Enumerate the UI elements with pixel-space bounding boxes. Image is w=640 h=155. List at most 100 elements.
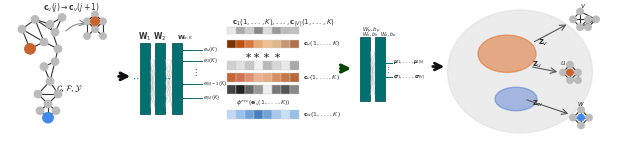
FancyBboxPatch shape <box>236 85 245 94</box>
Text: $\mathbf{z}_u$: $\mathbf{z}_u$ <box>532 60 542 70</box>
FancyBboxPatch shape <box>172 43 182 114</box>
Circle shape <box>40 63 48 71</box>
Circle shape <box>92 11 99 18</box>
FancyBboxPatch shape <box>263 40 272 48</box>
Circle shape <box>99 33 106 40</box>
Text: $e_u(K)$: $e_u(K)$ <box>203 45 218 54</box>
FancyBboxPatch shape <box>236 40 245 48</box>
Ellipse shape <box>495 87 537 111</box>
Circle shape <box>36 107 44 115</box>
Text: $v$: $v$ <box>580 2 586 10</box>
Circle shape <box>584 24 591 31</box>
Text: $\mathbf{W}_{a,K}$: $\mathbf{W}_{a,K}$ <box>177 34 195 42</box>
Circle shape <box>99 18 106 25</box>
FancyBboxPatch shape <box>236 110 245 119</box>
FancyBboxPatch shape <box>254 40 263 48</box>
FancyBboxPatch shape <box>272 73 281 82</box>
FancyBboxPatch shape <box>245 40 254 48</box>
FancyBboxPatch shape <box>245 27 254 34</box>
FancyBboxPatch shape <box>290 61 299 70</box>
FancyBboxPatch shape <box>281 110 290 119</box>
Circle shape <box>570 114 577 121</box>
Text: $W_\mu, b_\mu$: $W_\mu, b_\mu$ <box>362 26 381 36</box>
Ellipse shape <box>447 10 593 133</box>
FancyBboxPatch shape <box>263 61 272 70</box>
Text: $\mathcal{G}, \mathcal{F}, \mathcal{Y}$: $\mathcal{G}, \mathcal{F}, \mathcal{Y}$ <box>56 83 84 94</box>
FancyBboxPatch shape <box>140 43 150 114</box>
Circle shape <box>566 69 573 76</box>
FancyBboxPatch shape <box>290 110 299 119</box>
FancyBboxPatch shape <box>281 61 290 70</box>
FancyBboxPatch shape <box>375 37 385 101</box>
FancyBboxPatch shape <box>281 27 290 34</box>
Text: $\mathbf{z}_w$: $\mathbf{z}_w$ <box>532 99 544 109</box>
FancyBboxPatch shape <box>227 85 236 94</box>
Circle shape <box>40 38 48 46</box>
Text: $v$: $v$ <box>92 18 98 25</box>
Text: $e_2(K)$: $e_2(K)$ <box>203 56 218 65</box>
Text: $W_h, b_h$  $W_\sigma, b_\sigma$: $W_h, b_h$ $W_\sigma, b_\sigma$ <box>362 30 397 39</box>
FancyBboxPatch shape <box>254 110 263 119</box>
Circle shape <box>577 122 584 129</box>
Circle shape <box>577 8 584 15</box>
Circle shape <box>559 69 566 76</box>
FancyBboxPatch shape <box>272 40 281 48</box>
Text: $w$: $w$ <box>577 100 585 108</box>
Circle shape <box>575 69 582 76</box>
Text: $e_{|V|-1}(K)$: $e_{|V|-1}(K)$ <box>203 80 227 89</box>
Circle shape <box>42 112 54 123</box>
FancyBboxPatch shape <box>281 85 290 94</box>
Circle shape <box>52 107 60 115</box>
FancyBboxPatch shape <box>263 27 272 34</box>
Circle shape <box>24 43 35 54</box>
Text: $u$: $u$ <box>560 59 566 67</box>
Circle shape <box>586 114 593 121</box>
Text: $\boldsymbol{\mu}_1,...,\boldsymbol{\mu}_{|V|}$: $\boldsymbol{\mu}_1,...,\boldsymbol{\mu}… <box>393 59 425 66</box>
FancyBboxPatch shape <box>245 61 254 70</box>
Text: $\vdots$: $\vdots$ <box>191 67 197 78</box>
Text: $\phi^{enc}(\mathbf{e}_v(1,...,K))$: $\phi^{enc}(\mathbf{e}_v(1,...,K))$ <box>236 98 291 108</box>
Circle shape <box>577 24 584 31</box>
Circle shape <box>34 90 42 98</box>
FancyBboxPatch shape <box>254 85 263 94</box>
Circle shape <box>593 16 600 23</box>
Text: $e_{|V|}(K)$: $e_{|V|}(K)$ <box>203 94 221 102</box>
FancyBboxPatch shape <box>263 110 272 119</box>
Circle shape <box>54 45 62 53</box>
Text: $\ast\ast\ast\ast$: $\ast\ast\ast\ast$ <box>244 50 282 60</box>
Circle shape <box>18 25 26 33</box>
FancyBboxPatch shape <box>254 27 263 34</box>
Circle shape <box>92 26 99 33</box>
FancyBboxPatch shape <box>227 73 236 82</box>
FancyBboxPatch shape <box>281 40 290 48</box>
Ellipse shape <box>478 35 536 72</box>
Circle shape <box>566 77 573 84</box>
FancyBboxPatch shape <box>290 73 299 82</box>
Text: $\mathbf{c}_1(1,...,K),...,\mathbf{c}_{|V|}(1,...,K)$: $\mathbf{c}_1(1,...,K),...,\mathbf{c}_{|… <box>232 17 335 29</box>
Text: $\vdots$: $\vdots$ <box>384 66 390 75</box>
FancyBboxPatch shape <box>263 85 272 94</box>
FancyBboxPatch shape <box>236 61 245 70</box>
Circle shape <box>575 77 582 84</box>
Text: $\mathbf{W}_1$: $\mathbf{W}_1$ <box>138 30 152 42</box>
Circle shape <box>51 28 59 36</box>
FancyBboxPatch shape <box>227 40 236 48</box>
Circle shape <box>83 18 90 25</box>
Circle shape <box>90 17 99 26</box>
FancyBboxPatch shape <box>263 73 272 82</box>
FancyBboxPatch shape <box>227 27 236 34</box>
Circle shape <box>54 90 62 98</box>
Circle shape <box>51 58 59 66</box>
FancyBboxPatch shape <box>227 61 236 70</box>
FancyBboxPatch shape <box>254 73 263 82</box>
FancyBboxPatch shape <box>254 61 263 70</box>
Text: $\cdots$: $\cdots$ <box>160 73 170 83</box>
Text: $\mathbf{z}_v$: $\mathbf{z}_v$ <box>538 38 548 48</box>
FancyBboxPatch shape <box>155 43 165 114</box>
FancyBboxPatch shape <box>227 110 236 119</box>
FancyBboxPatch shape <box>272 110 281 119</box>
Circle shape <box>46 20 54 28</box>
Circle shape <box>31 16 39 23</box>
Text: $w$: $w$ <box>44 116 52 124</box>
Circle shape <box>577 114 584 121</box>
